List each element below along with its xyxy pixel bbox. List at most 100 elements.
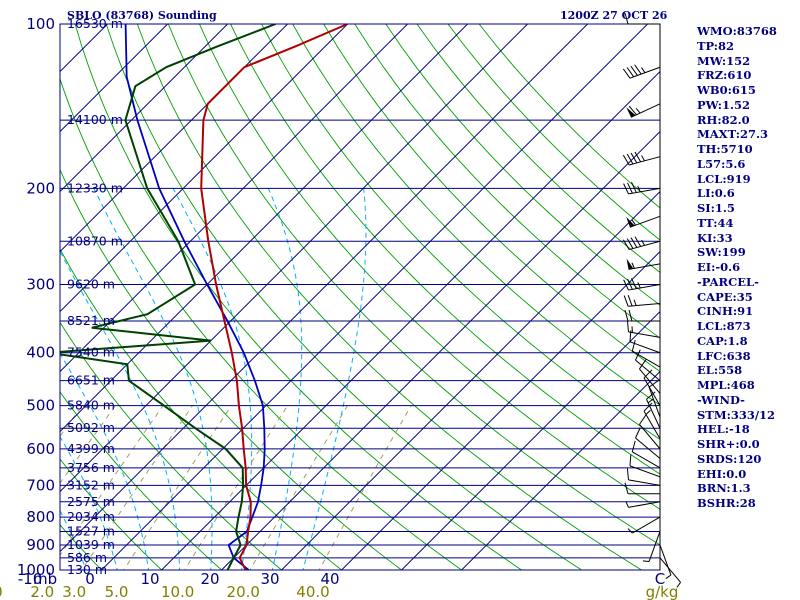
wind-barb <box>623 295 661 307</box>
height-label: 1039 m <box>67 537 115 552</box>
index-item: SRDS:120 <box>697 451 762 466</box>
temperature-trace <box>200 24 348 570</box>
wind-barb <box>626 320 661 338</box>
temperature-tick-label: 40 <box>320 570 339 588</box>
dry-adiabat <box>261 24 660 440</box>
barb-half-flag <box>642 560 650 563</box>
height-label: 4399 m <box>67 441 115 456</box>
index-item: CAPE:35 <box>697 289 753 304</box>
wind-barb <box>622 236 661 251</box>
barb-flag <box>624 482 629 494</box>
mixing-ratio-line <box>81 405 193 570</box>
barb-staff <box>628 331 661 338</box>
mixing-ratio-line <box>123 405 232 570</box>
isotherm <box>400 310 660 570</box>
barb-staff <box>628 284 661 291</box>
index-item: MAXT:27.3 <box>697 127 768 142</box>
barb-half-flag <box>676 582 681 588</box>
isotherm <box>0 24 48 582</box>
barb-half-flag <box>637 185 641 193</box>
pressure-tick-label: 400 <box>26 344 55 362</box>
barb-staff <box>629 341 661 354</box>
barb-half-flag <box>641 155 645 162</box>
temperature-tick-label: 20 <box>200 570 219 588</box>
barb-flag <box>648 380 659 388</box>
pressure-tick-label: 100 <box>26 15 55 33</box>
wind-barb <box>622 64 661 79</box>
wind-barb <box>626 468 661 486</box>
dry-adiabat <box>385 24 660 306</box>
barb-flag <box>626 320 629 332</box>
height-label: 10870 m <box>67 233 123 248</box>
stability-indices-list: WMO:83768 TP:82 MW:152 FRZ:610 WB0:615 PW:1.5… <box>697 24 777 511</box>
barb-staff <box>628 263 661 270</box>
height-label: 2575 m <box>67 494 115 509</box>
barb-staff <box>648 386 661 418</box>
profiles <box>60 24 348 570</box>
barb-flag <box>622 154 630 166</box>
pressure-tick-label: 500 <box>26 397 55 415</box>
mixing-ratio-tick-label: 5.0 <box>105 583 129 600</box>
barb-staff <box>632 451 661 469</box>
barb-flag <box>630 152 638 164</box>
isotherm <box>460 370 660 570</box>
mixing-ratio-unit-label: g/kg <box>646 583 679 600</box>
dewpoint-trace <box>60 24 276 570</box>
pressure-tick-label: 300 <box>26 276 55 294</box>
index-item: RH:82.0 <box>697 112 750 127</box>
wind-barb <box>659 557 681 588</box>
barb-staff <box>639 424 661 450</box>
height-label: 14100 m <box>67 112 123 127</box>
barb-flag <box>629 330 632 342</box>
wind-barb <box>623 278 661 291</box>
wind-barbs <box>622 12 681 588</box>
mixing-ratio-tick-label: 3.0 <box>62 583 86 600</box>
barb-flag <box>630 65 638 76</box>
mixing-ratio-line <box>249 405 349 570</box>
index-item: WB0:615 <box>697 83 756 97</box>
wind-barb <box>643 369 661 406</box>
wind-barb <box>659 544 672 579</box>
mixing-ratio-tick-label: 20.0 <box>227 583 260 600</box>
index-item: EHI:0.0 <box>697 466 747 481</box>
isotherm <box>60 24 348 313</box>
temperature-tick-label: -10 <box>18 570 43 588</box>
dry-adiabat <box>167 24 660 546</box>
barb-staff <box>643 377 661 406</box>
isotherm <box>60 24 228 193</box>
mixing-ratio-line <box>0 406 17 582</box>
barb-flag <box>635 427 641 439</box>
pressure-tick-label: 900 <box>26 536 55 554</box>
dry-adiabat <box>0 24 52 582</box>
wind-barb <box>629 330 661 354</box>
barb-staff <box>648 531 661 562</box>
index-item: BRN:1.3 <box>697 481 751 496</box>
barb-pennant <box>626 258 634 270</box>
barb-flag <box>627 182 633 194</box>
moist-adiabat <box>93 188 213 570</box>
barb-flag <box>626 153 634 165</box>
index-item: SHR+:0.0 <box>697 437 760 451</box>
barb-flag <box>622 239 630 250</box>
moist-adiabat <box>60 352 150 570</box>
height-label: 8521 m <box>67 313 115 328</box>
index-item: PW:1.52 <box>697 97 751 112</box>
dry-adiabat <box>323 24 660 373</box>
index-item: STM:333/12 <box>697 407 776 422</box>
height-label: 1527 m <box>67 523 115 538</box>
isotherm <box>60 24 168 133</box>
barb-half-flag <box>641 67 646 73</box>
pressure-tick-label: 600 <box>26 440 55 458</box>
barb-flag <box>639 359 647 370</box>
barb-flag <box>624 309 629 322</box>
barb-flag <box>626 238 634 249</box>
index-item: SI:1.5 <box>697 201 735 215</box>
wind-barb <box>623 182 661 195</box>
barb-flag <box>631 339 636 352</box>
index-item: FRZ:610 <box>697 68 752 83</box>
barb-staff <box>628 479 661 486</box>
barb-flag <box>629 454 632 466</box>
barb-staff <box>646 399 661 429</box>
dry-adiabat <box>198 24 660 510</box>
